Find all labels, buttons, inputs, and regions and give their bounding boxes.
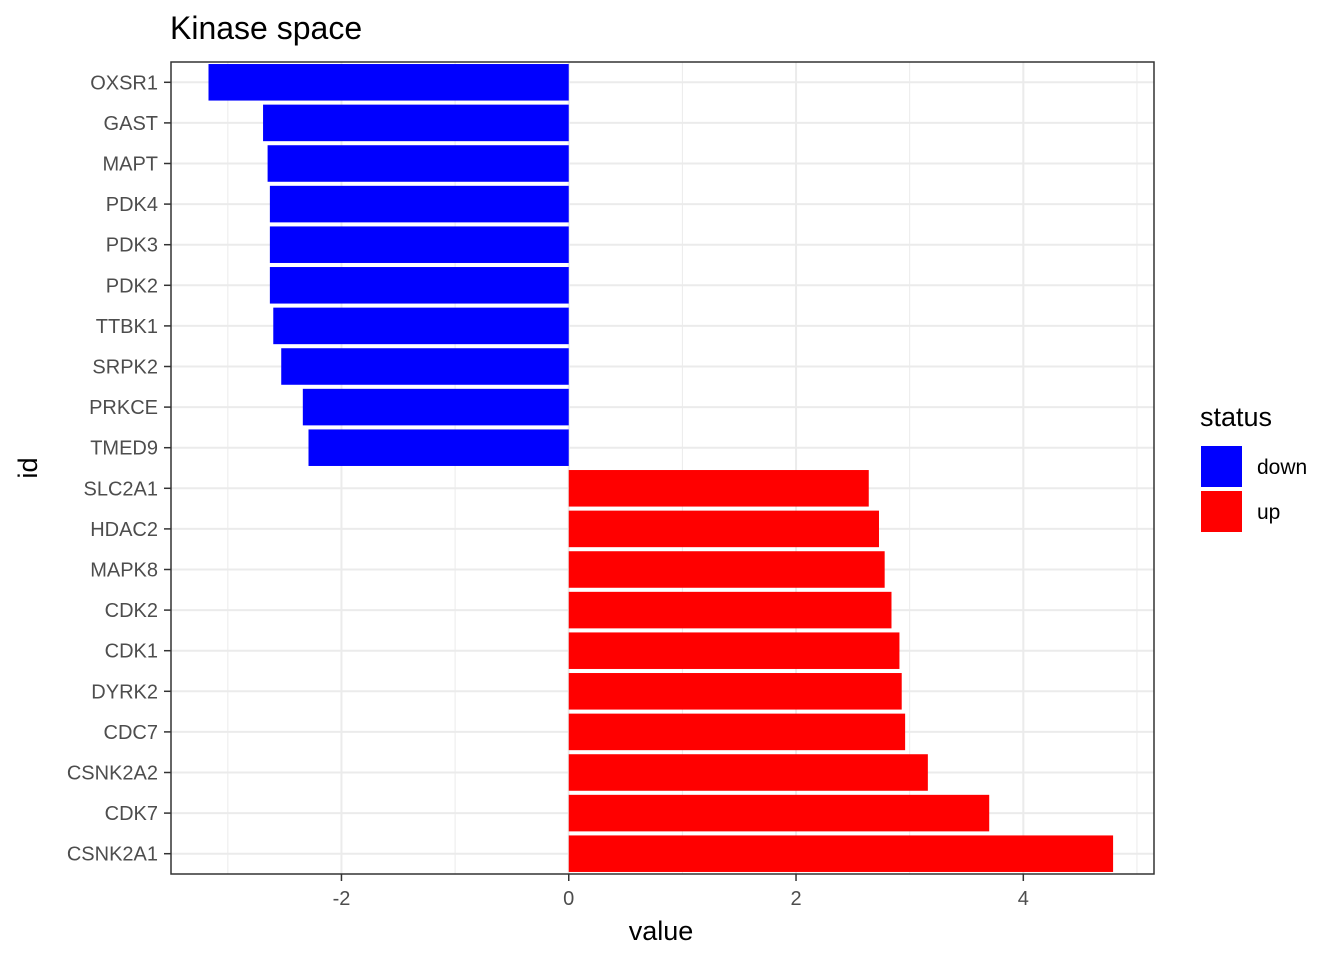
panel-background (171, 62, 1154, 874)
bar-pdk4 (269, 185, 569, 223)
bar-csnk2a1 (568, 835, 1114, 872)
bar-srpk2 (281, 348, 569, 385)
y-tick-label: CSNK2A1 (67, 844, 158, 866)
bar-mapk8 (568, 551, 885, 588)
bar-gast (263, 104, 569, 142)
plot-panel (171, 62, 1154, 874)
y-tick-label: PDK3 (106, 235, 158, 257)
y-tick-label: CDK1 (105, 641, 158, 663)
bar-tmed9 (308, 429, 569, 466)
legend-label-down: down (1257, 456, 1307, 479)
y-tick-label: GAST (104, 113, 158, 135)
x-tick-label: -2 (333, 888, 351, 910)
bar-prkce (302, 388, 569, 426)
legend-swatch-down (1201, 446, 1242, 487)
bar-cdk7 (568, 794, 990, 832)
x-tick-label: 4 (1018, 888, 1029, 910)
y-tick-label: HDAC2 (90, 519, 158, 541)
bars (170, 61, 1155, 875)
chart-title: Kinase space (170, 10, 362, 46)
panel-border (170, 61, 1155, 875)
y-tick-label: OXSR1 (90, 72, 158, 94)
y-tick-label: TMED9 (90, 438, 158, 460)
legend-title: status (1200, 402, 1272, 432)
y-tick-label: CSNK2A2 (67, 763, 158, 785)
y-tick-label: MAPT (102, 154, 158, 176)
bar-pdk3 (269, 226, 569, 263)
y-tick-label: SRPK2 (92, 357, 158, 379)
bar-pdk2 (269, 267, 569, 304)
x-tick-label: 2 (790, 888, 801, 910)
y-tick-label: SLC2A1 (84, 478, 159, 500)
x-axis-title: value (629, 916, 694, 946)
x-tick-labels: -2 0 2 4 (333, 874, 1029, 910)
bar-slc2a1 (568, 470, 869, 507)
bar-dyrk2 (568, 673, 902, 710)
y-tick-label: MAPK8 (90, 560, 158, 582)
y-tick-label: CDK7 (105, 803, 158, 825)
x-tick-label: 0 (563, 888, 574, 910)
bar-cdc7 (568, 713, 906, 751)
bar-hdac2 (568, 510, 879, 548)
legend-swatch-up (1201, 491, 1242, 532)
bar-cdk1 (568, 632, 900, 669)
bar-oxsr1 (208, 64, 569, 101)
y-tick-label: TTBK1 (96, 316, 158, 338)
bar-ttbk1 (273, 307, 569, 345)
bar-cdk2 (568, 591, 892, 629)
legend-label-up: up (1257, 501, 1280, 524)
y-tick-label: CDC7 (104, 722, 158, 744)
bar-mapt (267, 145, 569, 182)
y-tick-label: CDK2 (105, 600, 158, 622)
y-tick-label: DYRK2 (91, 681, 158, 703)
y-tick-label: PRKCE (89, 397, 158, 419)
y-tick-label: PDK4 (106, 194, 158, 216)
y-tick-labels: OXSR1 GAST MAPT PDK4 PDK3 PDK2 TTBK1 SRPK2 PRKCE… (67, 72, 171, 866)
y-tick-label: PDK2 (106, 275, 158, 297)
legend: status down up (1200, 402, 1307, 532)
y-axis-title: id (13, 457, 43, 478)
bar-csnk2a2 (568, 754, 928, 791)
